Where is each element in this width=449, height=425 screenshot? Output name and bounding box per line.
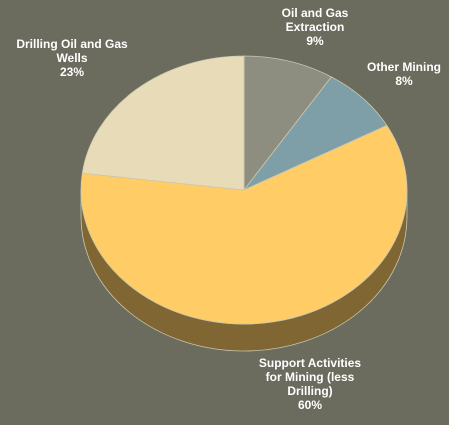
slice-label-support-activities: Support Activities for Mining (less Dril… <box>245 356 375 412</box>
slice-name-line: Wells <box>56 51 88 65</box>
slice-percent: 60% <box>297 398 323 412</box>
pie-slice-2 <box>80 124 408 325</box>
slice-label-other-mining: Other Mining 8% <box>358 60 449 88</box>
slice-name-line: Other Mining <box>367 60 441 74</box>
slice-name-line: Support Activities <box>258 356 362 370</box>
slice-name-line: Drilling) <box>287 384 333 398</box>
slice-name-line: for Mining (less <box>265 370 355 384</box>
slice-percent: 9% <box>306 34 324 48</box>
slice-name-line: Oil and Gas <box>281 6 349 20</box>
slice-label-drilling-wells: Drilling Oil and Gas Wells 23% <box>2 37 142 79</box>
slice-percent: 23% <box>59 65 85 79</box>
slice-label-oil-gas-extraction: Oil and Gas Extraction 9% <box>265 6 365 48</box>
slice-name-line: Extraction <box>285 20 345 34</box>
slice-percent: 8% <box>395 74 413 88</box>
pie-slice-3 <box>81 55 245 191</box>
pie-slice-0 <box>243 55 332 192</box>
slice-name-line: Drilling Oil and Gas <box>16 37 128 51</box>
